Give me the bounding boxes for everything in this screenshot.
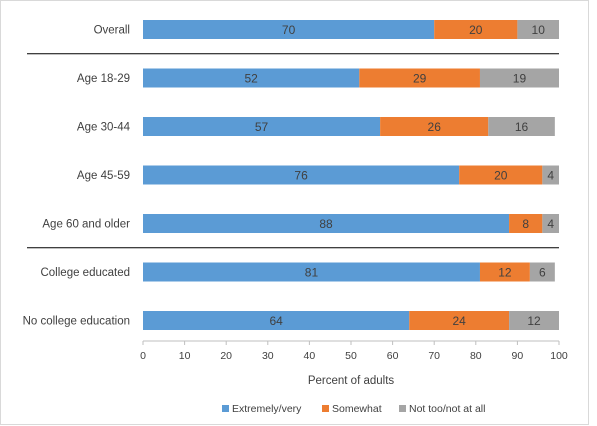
x-tick-label-40: 40 xyxy=(304,350,316,362)
x-tick-label-100: 100 xyxy=(550,350,568,362)
x-axis-title: Percent of adults xyxy=(308,375,395,387)
legend-swatch-somewhat xyxy=(322,405,329,412)
category-label-college-educated: College educated xyxy=(40,267,130,279)
bar-not-too-not-at-all-age-45-59 xyxy=(542,165,559,185)
category-label-age-45-59: Age 45-59 xyxy=(77,170,130,182)
data-label-extremely-very-age-45-59: 76 xyxy=(294,169,308,183)
data-label-not-too-not-at-all-overall: 10 xyxy=(532,23,546,37)
data-label-extremely-very-college-educated: 81 xyxy=(305,266,319,280)
bar-somewhat-age-30-44 xyxy=(380,117,489,136)
data-label-somewhat-age-60-and-older: 8 xyxy=(522,217,529,231)
x-tick-label-80: 80 xyxy=(470,350,482,362)
bar-somewhat-age-18-29 xyxy=(359,68,480,88)
category-label-age-30-44: Age 30-44 xyxy=(77,122,131,134)
group-separators xyxy=(27,53,559,249)
legend-swatch-not-too-not-at-all xyxy=(399,405,406,412)
bar-somewhat-age-45-59 xyxy=(459,165,543,185)
legend: Extremely/very Somewhat Not too/not at all xyxy=(222,403,485,415)
data-label-somewhat-age-45-59: 20 xyxy=(494,169,508,183)
data-label-extremely-very-age-18-29: 52 xyxy=(244,72,258,86)
bar-not-too-not-at-all-age-60-and-older xyxy=(542,214,559,233)
category-labels: Overall Age 18-29 Age 30-44 Age 45-59 Age 60… xyxy=(23,25,131,328)
x-tick-label-70: 70 xyxy=(428,350,440,362)
bar-not-too-not-at-all-no-college-education xyxy=(509,311,559,330)
bar-extremely-very-age-18-29 xyxy=(143,68,360,88)
bar-extremely-very-college-educated xyxy=(143,262,480,282)
bar-not-too-not-at-all-college-educated xyxy=(529,262,555,282)
x-tick-labels: 0 10 20 30 40 50 60 70 80 90 100 xyxy=(140,341,568,362)
bar-somewhat-age-60-and-older xyxy=(509,214,543,233)
bar-not-too-not-at-all-age-30-44 xyxy=(488,117,555,136)
category-label-no-college-education: No college education xyxy=(23,316,130,328)
data-label-somewhat-overall: 20 xyxy=(469,23,483,37)
category-label-age-60-and-older: Age 60 and older xyxy=(42,219,130,231)
x-tick-label-10: 10 xyxy=(179,350,191,362)
data-label-somewhat-age-30-44: 26 xyxy=(428,120,442,134)
bar-somewhat-overall xyxy=(434,20,518,39)
x-tick-label-0: 0 xyxy=(140,350,146,362)
bar-not-too-not-at-all-overall xyxy=(517,20,559,39)
data-label-not-too-not-at-all-age-30-44: 16 xyxy=(515,120,529,134)
bar-extremely-very-age-60-and-older xyxy=(143,214,510,233)
x-tick-label-60: 60 xyxy=(387,350,399,362)
legend-label-not-too-not-at-all: Not too/not at all xyxy=(409,403,485,415)
data-label-extremely-very-overall: 70 xyxy=(282,23,296,37)
data-label-somewhat-no-college-education: 24 xyxy=(452,314,466,328)
x-axis: 0 10 20 30 40 50 60 70 80 90 100 Percent of adults xyxy=(140,340,568,387)
data-label-extremely-very-age-30-44: 57 xyxy=(255,120,269,134)
x-tick-label-20: 20 xyxy=(220,350,232,362)
x-tick-label-30: 30 xyxy=(262,350,274,362)
bar-extremely-very-overall xyxy=(143,20,435,39)
data-label-extremely-very-no-college-education: 64 xyxy=(269,314,283,328)
category-label-overall: Overall xyxy=(94,25,130,37)
data-label-not-too-not-at-all-age-45-59: 4 xyxy=(547,169,554,183)
data-label-not-too-not-at-all-age-18-29: 19 xyxy=(513,72,527,86)
bar-somewhat-no-college-education xyxy=(409,311,510,330)
data-label-not-too-not-at-all-no-college-education: 12 xyxy=(527,314,541,328)
bar-not-too-not-at-all-age-18-29 xyxy=(479,68,559,88)
bar-extremely-very-no-college-education xyxy=(143,311,410,330)
x-tick-label-90: 90 xyxy=(512,350,524,362)
x-tick-label-50: 50 xyxy=(345,350,357,362)
data-label-extremely-very-age-60-and-older: 88 xyxy=(319,217,333,231)
data-label-not-too-not-at-all-college-educated: 6 xyxy=(539,266,546,280)
legend-swatch-extremely-very xyxy=(222,405,229,412)
bar-extremely-very-age-30-44 xyxy=(143,117,381,136)
legend-label-somewhat: Somewhat xyxy=(332,403,382,415)
bar-extremely-very-age-45-59 xyxy=(143,165,460,185)
data-label-somewhat-college-educated: 12 xyxy=(498,266,512,280)
legend-label-extremely-very: Extremely/very xyxy=(232,403,302,415)
category-label-age-18-29: Age 18-29 xyxy=(77,73,130,85)
bar-somewhat-college-educated xyxy=(479,262,530,282)
data-label-somewhat-age-18-29: 29 xyxy=(413,72,427,86)
data-label-not-too-not-at-all-age-60-and-older: 4 xyxy=(547,217,554,231)
